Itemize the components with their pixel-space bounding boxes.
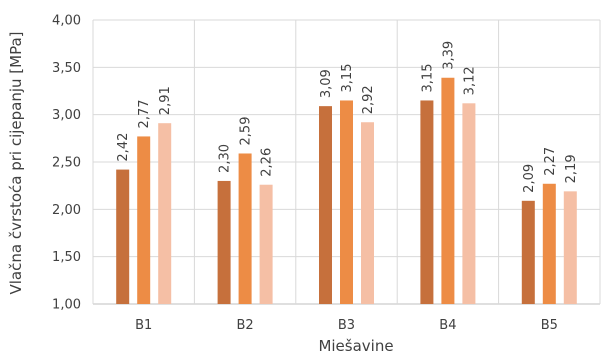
- bar: [521, 200, 535, 304]
- bar: [542, 183, 556, 304]
- bar: [441, 77, 455, 304]
- data-label: 2,27: [543, 147, 558, 176]
- data-label: 2,30: [218, 144, 233, 173]
- y-tick-label: 4,00: [52, 14, 81, 29]
- data-label: 2,77: [137, 99, 152, 128]
- bar: [340, 100, 353, 304]
- bar: [462, 103, 476, 304]
- data-label: 3,15: [420, 64, 435, 93]
- y-tick-label: 2,00: [52, 203, 81, 218]
- data-label: 2,59: [239, 117, 254, 146]
- x-axis-ticks: B1 B2 B3 B4 B5: [135, 318, 558, 333]
- y-tick-label: 1,00: [52, 298, 81, 313]
- y-tick-label: 3,00: [52, 108, 81, 123]
- y-tick-label: 2,50: [52, 156, 81, 171]
- x-tick-label: B4: [439, 318, 456, 333]
- data-label: 3,09: [319, 69, 334, 98]
- x-tick-label: B3: [338, 318, 355, 333]
- bar: [116, 169, 130, 304]
- data-labels: 2,42 2,77 2,91 2,30 2,59 2,26 3,09 3,15 2,92 3,15…: [116, 41, 579, 193]
- data-label: 2,09: [522, 164, 537, 193]
- data-label: 2,26: [260, 148, 275, 177]
- data-label: 3,39: [441, 41, 456, 70]
- y-axis-ticks: 1,00 1,50 2,00 2,50 3,00 3,50 4,00: [52, 14, 81, 313]
- data-label: 2,19: [564, 154, 579, 183]
- bar: [217, 180, 231, 304]
- x-tick-label: B1: [135, 318, 152, 333]
- data-label: 2,91: [158, 86, 173, 115]
- bar: [137, 136, 151, 304]
- data-label: 3,12: [462, 66, 477, 95]
- bar: [158, 123, 172, 304]
- data-label: 2,42: [116, 133, 131, 162]
- y-axis-title: Vlačna čvrstoća pri cijepanju [MPa]: [7, 31, 25, 294]
- data-label: 3,15: [340, 64, 355, 93]
- x-axis-title: Miešavine: [318, 337, 393, 354]
- bars: [116, 77, 577, 305]
- bar: [361, 122, 374, 305]
- y-tick-label: 3,50: [52, 61, 81, 76]
- bar: [563, 191, 577, 304]
- bar: [420, 100, 434, 304]
- data-label: 2,92: [361, 85, 376, 114]
- bar: [259, 184, 273, 304]
- x-tick-label: B5: [541, 318, 558, 333]
- bar: [319, 106, 332, 304]
- y-tick-label: 1,50: [52, 250, 81, 265]
- x-tick-label: B2: [236, 318, 253, 333]
- bar: [238, 153, 252, 304]
